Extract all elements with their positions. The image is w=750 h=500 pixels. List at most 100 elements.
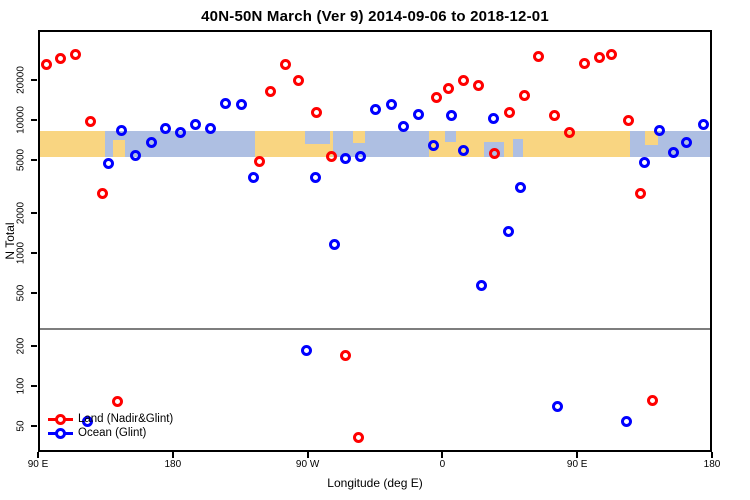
data-point-ocean [354,151,366,163]
data-point-land [646,394,658,406]
data-point-land [519,89,531,101]
x-axis-tick-label: 180 [703,459,721,470]
y-axis-tick-label: 500 [15,284,27,302]
data-point-ocean [514,182,526,194]
data-point-ocean [457,145,469,156]
data-point-land [564,127,576,139]
map-ocean-patch [445,131,456,142]
x-axis-tick [711,452,713,458]
map-land-patch [112,140,125,157]
data-point-ocean [174,127,186,139]
data-point-land [254,155,266,167]
y-axis-tick [31,79,37,81]
data-point-land [472,79,484,91]
data-point-ocean [81,416,93,428]
y-axis-tick-label: 1000 [15,241,27,265]
y-axis-tick-label: 2000 [15,201,27,225]
data-point-ocean [189,118,201,130]
y-axis-tick-label: 5000 [15,148,27,172]
data-point-land [293,75,305,87]
data-point-land [41,59,53,71]
world-map-band [38,131,712,157]
data-point-land [594,52,606,64]
data-point-ocean [445,110,457,122]
x-axis-tick-label: 90 E [566,459,588,470]
data-point-land [279,59,291,71]
data-point-land [457,74,469,86]
data-point-land [264,85,276,97]
data-point-land [504,107,516,119]
legend-item-land: Land (Nadir&Glint) [48,412,173,426]
y-axis-tick-label: 100 [15,377,27,395]
data-point-ocean [621,416,633,428]
data-point-land [430,92,442,104]
data-point-ocean [654,125,666,137]
legend-circle-icon [55,428,66,439]
y-axis-tick [31,252,37,255]
y-axis-tick [31,345,37,347]
y-axis-tick-label: 50 [15,420,27,432]
data-point-ocean [146,136,158,148]
y-axis-tick-label: 200 [15,337,27,355]
data-point-ocean [300,345,312,356]
data-point-ocean [475,280,487,291]
data-point-ocean [552,401,564,413]
threshold-line [38,327,712,330]
data-point-ocean [427,140,439,152]
x-axis-title: Longitude (deg E) [327,476,423,490]
legend-marker-ocean [48,426,73,440]
data-point-land [96,188,108,200]
data-point-land [69,49,81,61]
data-point-land [532,51,544,63]
legend-marker-land [48,412,73,426]
legend-item-ocean: Ocean (Glint) [48,426,173,440]
data-point-ocean [412,108,424,120]
y-axis-tick-label: 20000 [15,66,27,94]
x-axis-tick-label: 90 W [295,459,320,470]
data-point-ocean [129,150,141,162]
data-point-ocean [487,113,499,125]
x-axis-tick-label: 90 E [27,459,49,470]
data-point-ocean [681,136,693,148]
map-land-patch [352,131,365,143]
data-point-ocean [397,120,409,132]
data-point-ocean [159,122,171,134]
map-ocean-patch [512,139,524,157]
legend-circle-icon [55,414,66,425]
map-ocean-patch [304,131,331,145]
data-point-ocean [204,123,216,135]
data-point-land [606,48,618,60]
data-point-ocean [385,99,397,111]
data-point-land [339,349,351,361]
map-ocean-segment [333,131,429,157]
data-point-ocean [236,98,248,110]
data-point-ocean [667,147,679,158]
data-point-land [326,151,338,163]
data-point-land [442,82,454,94]
x-axis-tick-label: 0 [439,459,446,470]
data-point-land [311,107,323,119]
data-point-land [549,109,561,121]
data-point-ocean [248,171,260,183]
x-axis-tick-label: 180 [164,459,182,470]
x-axis-tick [37,452,39,458]
data-point-ocean [697,119,709,131]
data-point-land [579,58,591,70]
data-point-ocean [369,104,381,115]
y-axis-tick [31,292,37,295]
data-point-ocean [102,158,114,170]
x-axis-tick [441,452,444,458]
x-axis-tick [306,452,309,458]
data-point-land [622,114,634,126]
plot-area [38,30,712,452]
x-axis-tick [576,452,579,458]
data-point-ocean [502,226,514,238]
y-axis-tick [31,159,37,162]
x-axis-tick [171,452,174,458]
data-point-land [353,432,365,444]
data-point-land [489,148,501,160]
data-point-land [84,115,96,127]
map-land-patch [644,131,659,146]
y-axis-tick [31,385,37,388]
